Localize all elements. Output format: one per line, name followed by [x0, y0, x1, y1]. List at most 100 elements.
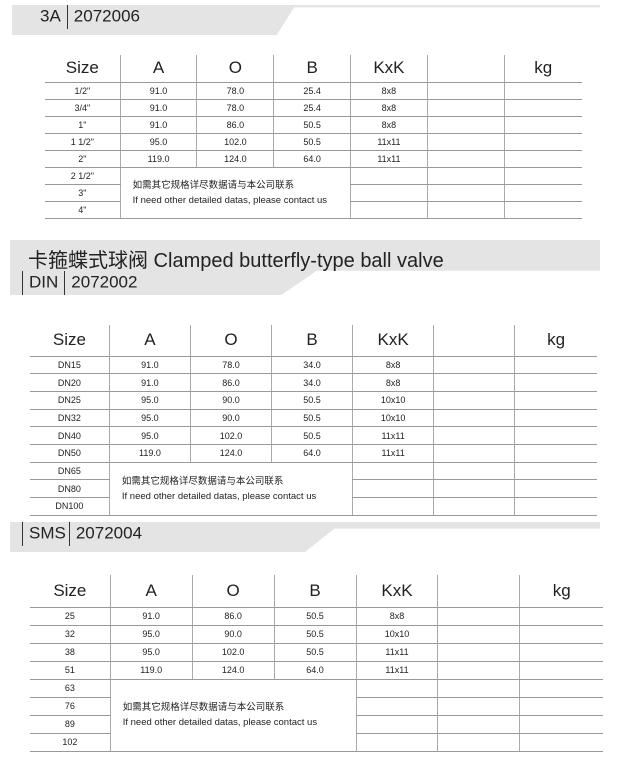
value-cell: 10x10 — [355, 625, 438, 644]
weight-cell — [514, 462, 597, 481]
column-header: Size — [30, 325, 110, 357]
weight-cell — [519, 697, 603, 716]
table-row: DN50 119.0 124.0 64.0 11x11 — [30, 444, 597, 463]
standard-label: 3A — [40, 6, 61, 26]
column-header — [433, 325, 515, 357]
table-row: DN80 — [30, 479, 597, 498]
size-cell: 2" — [45, 150, 121, 168]
value-cell: 25.4 — [273, 82, 351, 100]
contact-note: 如需其它规格详尽数据请与本公司联系 If need other detailed … — [108, 462, 353, 516]
size-cell: DN100 — [30, 497, 110, 516]
value-cell: 91.0 — [108, 373, 191, 392]
value-cell: 78.0 — [196, 82, 274, 100]
empty-cell — [437, 697, 520, 716]
column-header: KxK — [355, 575, 438, 608]
column-header: O — [189, 325, 272, 357]
weight-cell — [503, 150, 582, 168]
value-cell: 25.4 — [273, 99, 351, 117]
value-cell: 102.0 — [196, 133, 274, 151]
column-header: O — [196, 55, 274, 83]
empty-cell — [426, 82, 505, 100]
weight-cell — [503, 116, 582, 134]
size-cell: 63 — [30, 679, 111, 698]
note-english: If need other detailed datas, please con… — [132, 194, 328, 206]
value-cell — [350, 184, 428, 202]
value-cell: 78.0 — [196, 99, 274, 117]
weight-cell — [503, 201, 582, 219]
size-cell: DN15 — [30, 356, 110, 375]
value-cell: 11x11 — [355, 643, 438, 662]
value-cell: 8x8 — [352, 356, 434, 375]
value-cell: 64.0 — [273, 661, 357, 680]
empty-cell — [437, 715, 520, 734]
value-cell: 90.0 — [191, 625, 275, 644]
table-row: 63 如需其它规格详尽数据请与本公司联系 If need other detaile… — [30, 679, 603, 752]
value-cell: 50.5 — [273, 116, 351, 134]
weight-cell — [514, 356, 597, 375]
value-cell: 102.0 — [189, 426, 272, 445]
value-cell: 90.0 — [189, 409, 272, 428]
value-cell: 91.0 — [108, 356, 191, 375]
note-chinese: 如需其它规格详尽数据请与本公司联系 — [121, 475, 284, 487]
value-cell: 124.0 — [191, 661, 275, 680]
table-row: 89 — [30, 715, 603, 734]
weight-cell — [519, 607, 603, 626]
value-cell: 78.0 — [189, 356, 272, 375]
size-cell: 76 — [30, 697, 111, 716]
value-cell — [350, 167, 428, 185]
table-row: DN15 91.0 78.0 34.0 8x8 — [30, 356, 597, 375]
value-cell: 95.0 — [119, 133, 197, 151]
contact-note: 如需其它规格详尽数据请与本公司联系 If need other detailed … — [109, 679, 357, 752]
size-cell: 32 — [30, 625, 111, 644]
table-row: 102 — [30, 733, 603, 752]
value-cell: 95.0 — [108, 409, 191, 428]
value-cell: 119.0 — [109, 661, 193, 680]
table-row: DN32 95.0 90.0 50.5 10x10 — [30, 409, 597, 428]
value-cell — [350, 201, 428, 219]
value-cell: 91.0 — [119, 99, 197, 117]
size-cell: 51 — [30, 661, 111, 680]
value-cell: 86.0 — [196, 116, 274, 134]
value-cell: 10x10 — [352, 391, 434, 410]
empty-cell — [433, 373, 515, 392]
value-cell: 8x8 — [350, 82, 428, 100]
weight-cell — [519, 715, 603, 734]
value-cell: 50.5 — [271, 426, 353, 445]
value-cell: 86.0 — [189, 373, 272, 392]
size-cell: DN80 — [30, 479, 110, 498]
value-cell: 50.5 — [273, 643, 357, 662]
product-code: 2072006 — [73, 6, 140, 26]
weight-cell — [503, 82, 582, 100]
value-cell: 11x11 — [352, 426, 434, 445]
value-cell: 11x11 — [350, 133, 428, 151]
column-header: O — [191, 575, 275, 608]
size-cell: 3/4" — [45, 99, 121, 117]
section-3a-heading: 3A 2072006 — [40, 5, 140, 29]
value-cell: 34.0 — [271, 373, 353, 392]
header-row: Size A O B KxK kg — [30, 575, 603, 608]
value-cell — [355, 733, 438, 752]
value-cell: 119.0 — [108, 444, 191, 463]
empty-cell — [426, 167, 505, 185]
column-header: KxK — [352, 325, 434, 357]
size-cell: 1" — [45, 116, 121, 134]
product-code: 2072004 — [75, 523, 143, 543]
value-cell — [352, 497, 434, 516]
product-title: 卡箍蝶式球阀 Clamped butterfly-type ball valve — [28, 250, 444, 272]
value-cell: 124.0 — [189, 444, 272, 463]
weight-cell — [514, 444, 597, 463]
column-header: kg — [503, 55, 582, 83]
value-cell — [352, 479, 434, 498]
size-cell: DN65 — [30, 462, 110, 481]
value-cell: 95.0 — [108, 391, 191, 410]
table-row: DN25 95.0 90.0 50.5 10x10 — [30, 391, 597, 410]
empty-cell — [437, 643, 520, 662]
note-chinese: 如需其它规格详尽数据请与本公司联系 — [132, 179, 295, 191]
size-cell: DN25 — [30, 391, 110, 410]
section-sms-heading: SMS 2072004 — [22, 522, 142, 546]
size-cell: 2 1/2" — [45, 167, 121, 185]
header-row: Size A O B KxK kg — [45, 55, 582, 83]
value-cell: 11x11 — [355, 661, 438, 680]
table-row: DN100 — [30, 497, 597, 516]
column-header: kg — [514, 325, 597, 357]
